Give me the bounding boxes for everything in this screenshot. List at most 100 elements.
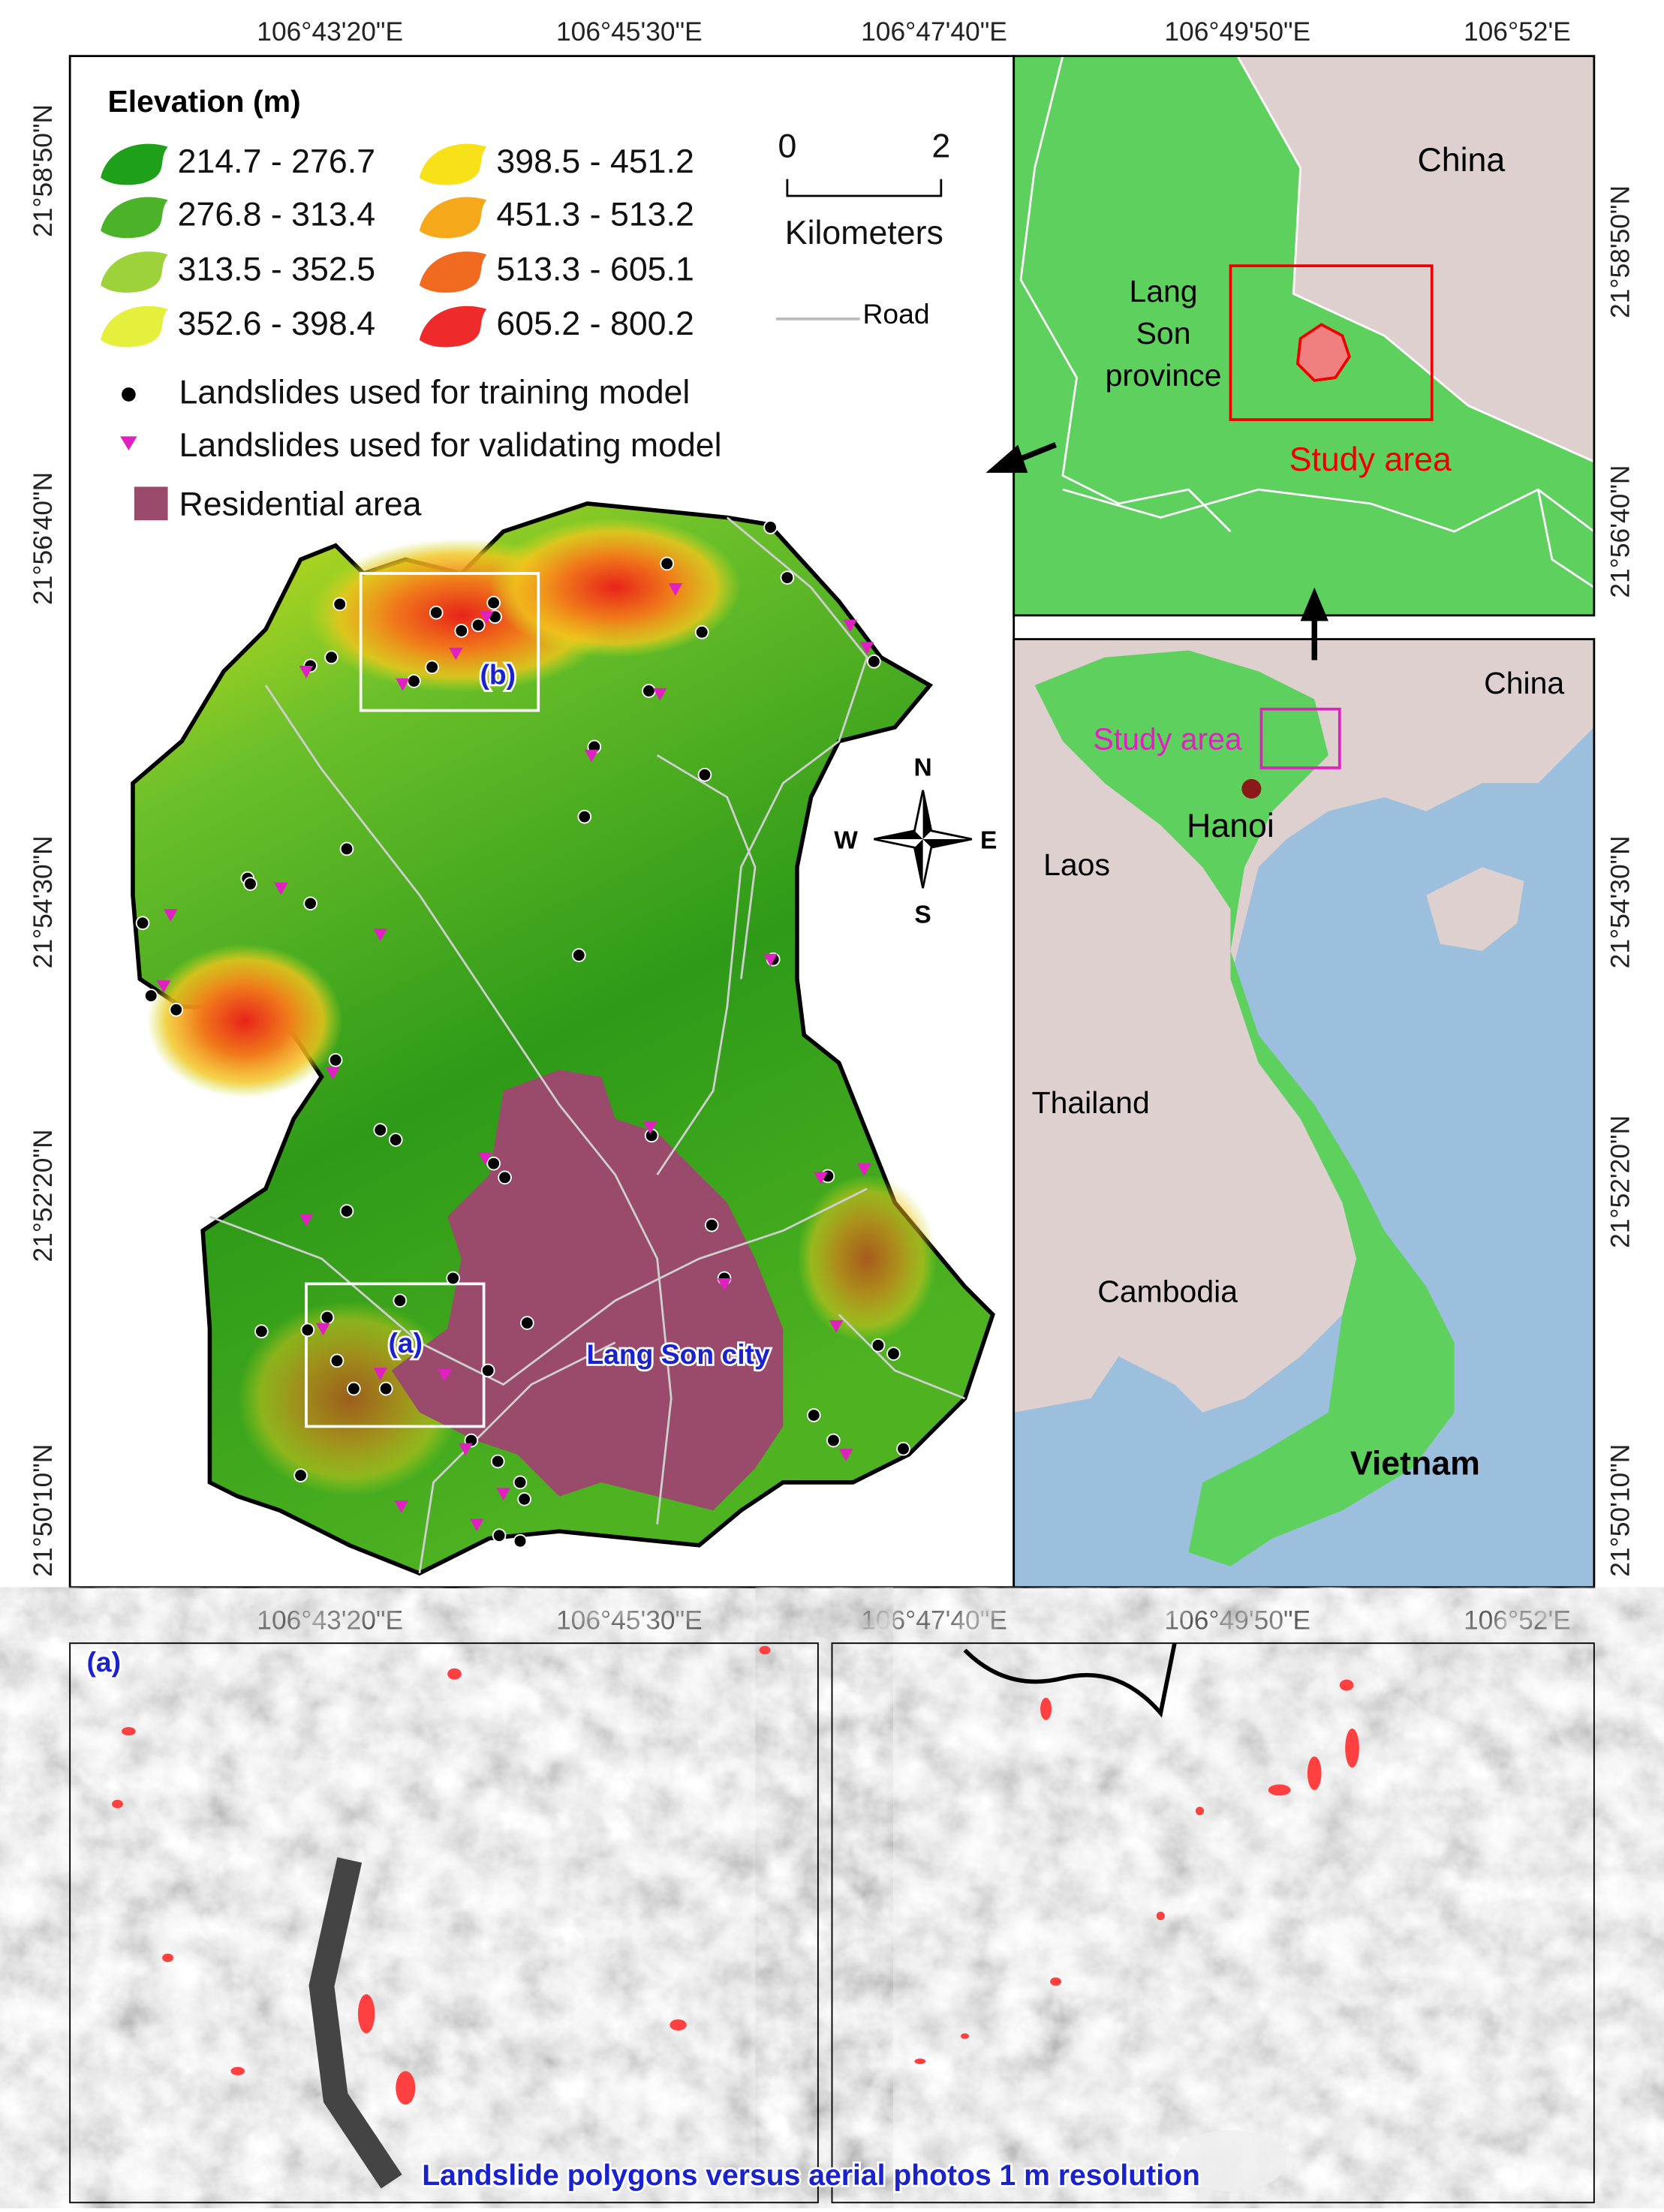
class-swatch bbox=[101, 197, 168, 239]
scale-unit: Kilometers bbox=[785, 215, 943, 251]
class-swatch bbox=[101, 305, 168, 348]
training-landslide bbox=[763, 520, 778, 534]
training-landslide bbox=[826, 1433, 841, 1448]
training-landslide bbox=[896, 1441, 910, 1456]
training-landslide bbox=[339, 841, 354, 856]
class-label: 352.6 - 398.4 bbox=[178, 305, 375, 342]
validating-landslide bbox=[326, 1067, 340, 1080]
right-coord: 21°54'30"N bbox=[1605, 835, 1635, 968]
training-landslide bbox=[446, 1271, 460, 1286]
roads bbox=[209, 516, 966, 1574]
class-label: 276.8 - 313.4 bbox=[178, 197, 375, 233]
class-label: 605.2 - 800.2 bbox=[496, 305, 694, 342]
validating-landslide bbox=[163, 909, 178, 922]
legend-label: Landslides used for training model bbox=[179, 374, 690, 411]
class-label: 398.5 - 451.2 bbox=[496, 143, 694, 180]
bottom-coord: 106°47'40"E bbox=[861, 1606, 1007, 1636]
city-label: Lang Son city bbox=[586, 1338, 770, 1370]
city-label: Hanoi bbox=[1187, 808, 1274, 844]
scale-tick: 0 bbox=[778, 128, 796, 164]
validating-landslide bbox=[717, 1278, 732, 1291]
study-area-label: Study area bbox=[1094, 721, 1242, 756]
training-landslide bbox=[378, 1381, 393, 1396]
training-landslide bbox=[407, 674, 421, 688]
country-label: Thailand bbox=[1032, 1085, 1150, 1120]
training-landslide bbox=[454, 624, 469, 638]
bottom-coord: 106°52'E bbox=[1464, 1606, 1571, 1636]
validating-landslide bbox=[843, 619, 858, 633]
compass: N W E S bbox=[834, 754, 997, 929]
validating-landslide bbox=[299, 1214, 314, 1227]
training-landslide bbox=[642, 684, 656, 698]
inset-box-a bbox=[305, 1282, 486, 1428]
training-landslide bbox=[243, 877, 257, 891]
right-coord: 21°52'20"N bbox=[1605, 1115, 1635, 1248]
training-landslide bbox=[429, 605, 444, 620]
coordinate-labels: 106°43'20"E 106°45'30"E 106°47'40"E 106°49'… bbox=[29, 17, 1635, 1635]
training-landslide bbox=[694, 624, 709, 640]
top-coord: 106°43'20"E bbox=[257, 17, 403, 47]
training-landslide bbox=[513, 1533, 528, 1548]
training-landslide bbox=[513, 1475, 528, 1490]
aerial-photo-b bbox=[832, 1643, 1594, 2203]
training-landslide bbox=[324, 650, 339, 665]
residential-symbol bbox=[134, 486, 168, 521]
validating-landslide bbox=[373, 1368, 388, 1380]
validating-landslide bbox=[396, 678, 410, 691]
validating-landslide bbox=[668, 583, 683, 596]
class-swatch bbox=[419, 197, 487, 239]
training-landslide bbox=[303, 896, 317, 910]
validating-symbol bbox=[120, 436, 137, 451]
training-landslide bbox=[347, 1381, 361, 1396]
legend: Elevation (m) Landslides used for traini… bbox=[101, 84, 722, 522]
training-landslide bbox=[577, 809, 592, 824]
class-swatch bbox=[419, 251, 487, 293]
legend-label: Residential area bbox=[179, 486, 421, 522]
bottom-coord: 106°49'50"E bbox=[1164, 1606, 1310, 1636]
province-label: Lang bbox=[1129, 274, 1197, 308]
legend-title: Elevation (m) bbox=[107, 84, 300, 119]
top-coord: 106°45'30"E bbox=[556, 17, 703, 47]
country-label: Laos bbox=[1043, 847, 1110, 882]
arrows bbox=[985, 442, 1328, 661]
box-label: (b) bbox=[480, 659, 516, 691]
training-landslide bbox=[867, 655, 881, 669]
training-landslide bbox=[169, 1002, 184, 1017]
training-landslide bbox=[571, 948, 586, 962]
panel-label: (a) bbox=[87, 1646, 122, 1678]
training-landslide bbox=[329, 1353, 345, 1368]
landslide-points bbox=[135, 520, 910, 1548]
validating-landslide bbox=[316, 1323, 330, 1336]
aerial-photo-a bbox=[70, 1643, 818, 2203]
scale-tick: 2 bbox=[931, 128, 950, 164]
compass-e: E bbox=[980, 827, 997, 855]
validating-landslide bbox=[838, 1449, 853, 1462]
road bbox=[963, 1642, 1177, 1718]
bottom-coord: 106°43'20"E bbox=[257, 1606, 403, 1636]
validating-landslide bbox=[763, 953, 778, 967]
top-coord: 106°47'40"E bbox=[861, 17, 1007, 47]
class-label: 451.3 - 513.2 bbox=[496, 197, 694, 233]
country-inset: China Study area Hanoi Laos Thailand Cam… bbox=[1013, 639, 1594, 1588]
validating-landslide bbox=[642, 1121, 657, 1135]
bottom-coord: 106°45'30"E bbox=[556, 1606, 703, 1636]
validating-landslide bbox=[449, 647, 463, 661]
training-landslide bbox=[520, 1316, 534, 1330]
validating-landslide bbox=[299, 665, 314, 679]
landslide-polygons bbox=[112, 1645, 1359, 2105]
validating-landslide bbox=[653, 688, 667, 701]
training-symbol bbox=[122, 387, 136, 402]
cloud bbox=[1174, 2129, 1286, 2192]
highland bbox=[796, 1175, 937, 1343]
validating-landslide bbox=[394, 1500, 409, 1513]
photo-panels: (a) Landslide polygons versus aerial pho… bbox=[69, 1642, 1595, 2204]
inset-box-b bbox=[359, 572, 540, 712]
province-inset: China Lang Son province Study area bbox=[1013, 55, 1595, 615]
training-landslide bbox=[388, 1133, 403, 1147]
training-landslide bbox=[328, 1052, 343, 1067]
province-label: Son bbox=[1136, 316, 1191, 351]
training-landslide bbox=[293, 1468, 308, 1482]
left-coord: 21°52'20"N bbox=[29, 1129, 58, 1262]
training-landslide bbox=[517, 1491, 531, 1506]
